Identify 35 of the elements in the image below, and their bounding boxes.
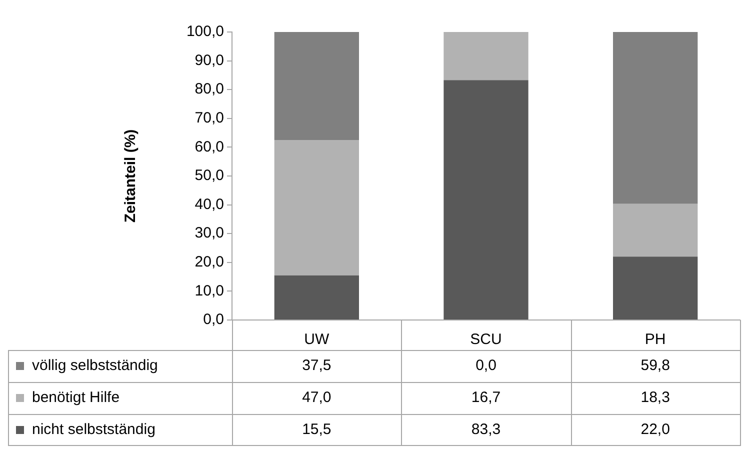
bar <box>274 275 359 320</box>
y-tick-label: 20,0 <box>194 254 224 271</box>
bar <box>444 80 528 320</box>
data-label: 59,8 <box>640 357 670 374</box>
y-tick-label: 30,0 <box>194 224 224 242</box>
y-tick-label: 80,0 <box>194 80 224 98</box>
bar <box>613 204 698 257</box>
legend-label: völlig selbstständig <box>32 357 158 374</box>
y-tick-label: 90,0 <box>194 52 224 69</box>
data-label: 47,0 <box>302 389 332 406</box>
data-label: 15,5 <box>302 421 332 438</box>
x-tick-label: PH <box>644 331 666 348</box>
y-tick-label: 100,0 <box>186 23 224 40</box>
y-tick-label: 0,0 <box>203 311 224 328</box>
y-tick-label: 40,0 <box>194 196 224 213</box>
data-label: 37,5 <box>302 357 332 374</box>
y-axis-title: Zeitanteil (%) <box>122 129 140 223</box>
legend-label: nicht selbstständig <box>32 421 156 438</box>
data-label: 22,0 <box>640 421 670 438</box>
bar <box>613 256 698 320</box>
x-tick-label: UW <box>304 331 330 348</box>
data-label: 16,7 <box>471 389 501 406</box>
bar <box>613 32 698 204</box>
bar <box>444 32 528 80</box>
bar <box>274 32 359 140</box>
bar <box>274 140 359 276</box>
y-tick-label: 50,0 <box>194 167 224 184</box>
data-label: 0,0 <box>476 357 496 374</box>
y-tick-label: 60,0 <box>194 138 224 156</box>
y-tick-label: 10,0 <box>194 282 224 300</box>
y-tick-label: 70,0 <box>194 110 224 127</box>
data-label: 18,3 <box>640 389 670 406</box>
x-tick-label: SCU <box>470 331 502 348</box>
legend-label: benötigt Hilfe <box>32 389 120 406</box>
data-label: 83,3 <box>471 421 501 438</box>
